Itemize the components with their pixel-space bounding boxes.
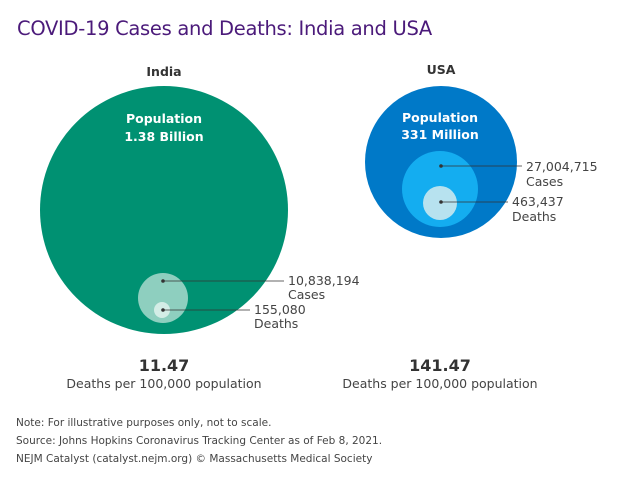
copyright-text: NEJM Catalyst (catalyst.nejm.org) © Mass…: [16, 453, 373, 465]
india-cases-circle: [138, 273, 188, 323]
chart-title: COVID-19 Cases and Deaths: India and USA: [17, 17, 432, 40]
india-cases-dot: [161, 279, 165, 283]
usa-deaths-value: 463,437: [512, 194, 564, 209]
india-cases-label: Cases: [288, 287, 325, 302]
usa-cases-label: Cases: [526, 174, 563, 189]
india-label: India: [146, 64, 181, 79]
usa-cases-dot: [439, 164, 443, 168]
usa-population-label: Population: [402, 110, 478, 125]
india-death-rate: 11.47: [139, 356, 190, 375]
usa-population-value: 331 Million: [401, 127, 479, 142]
india-cases-value: 10,838,194: [288, 273, 360, 288]
usa-death-rate-label: Deaths per 100,000 population: [342, 376, 537, 391]
usa-cases-value: 27,004,715: [526, 159, 598, 174]
usa-deaths-label: Deaths: [512, 209, 556, 224]
india-group: India Population 1.38 Billion 10,838,194…: [40, 64, 360, 391]
source-text: Source: Johns Hopkins Coronavirus Tracki…: [16, 435, 383, 447]
usa-label: USA: [427, 62, 456, 77]
india-death-rate-label: Deaths per 100,000 population: [66, 376, 261, 391]
india-deaths-dot: [161, 308, 165, 312]
usa-deaths-dot: [439, 200, 443, 204]
india-deaths-value: 155,080: [254, 302, 306, 317]
usa-group: USA Population 331 Million 27,004,715 Ca…: [342, 62, 597, 391]
usa-death-rate: 141.47: [409, 356, 471, 375]
india-deaths-label: Deaths: [254, 316, 298, 331]
note-text: Note: For illustrative purposes only, no…: [16, 417, 272, 429]
india-population-value: 1.38 Billion: [124, 129, 203, 144]
india-population-label: Population: [126, 111, 202, 126]
india-population-circle: [40, 86, 288, 334]
